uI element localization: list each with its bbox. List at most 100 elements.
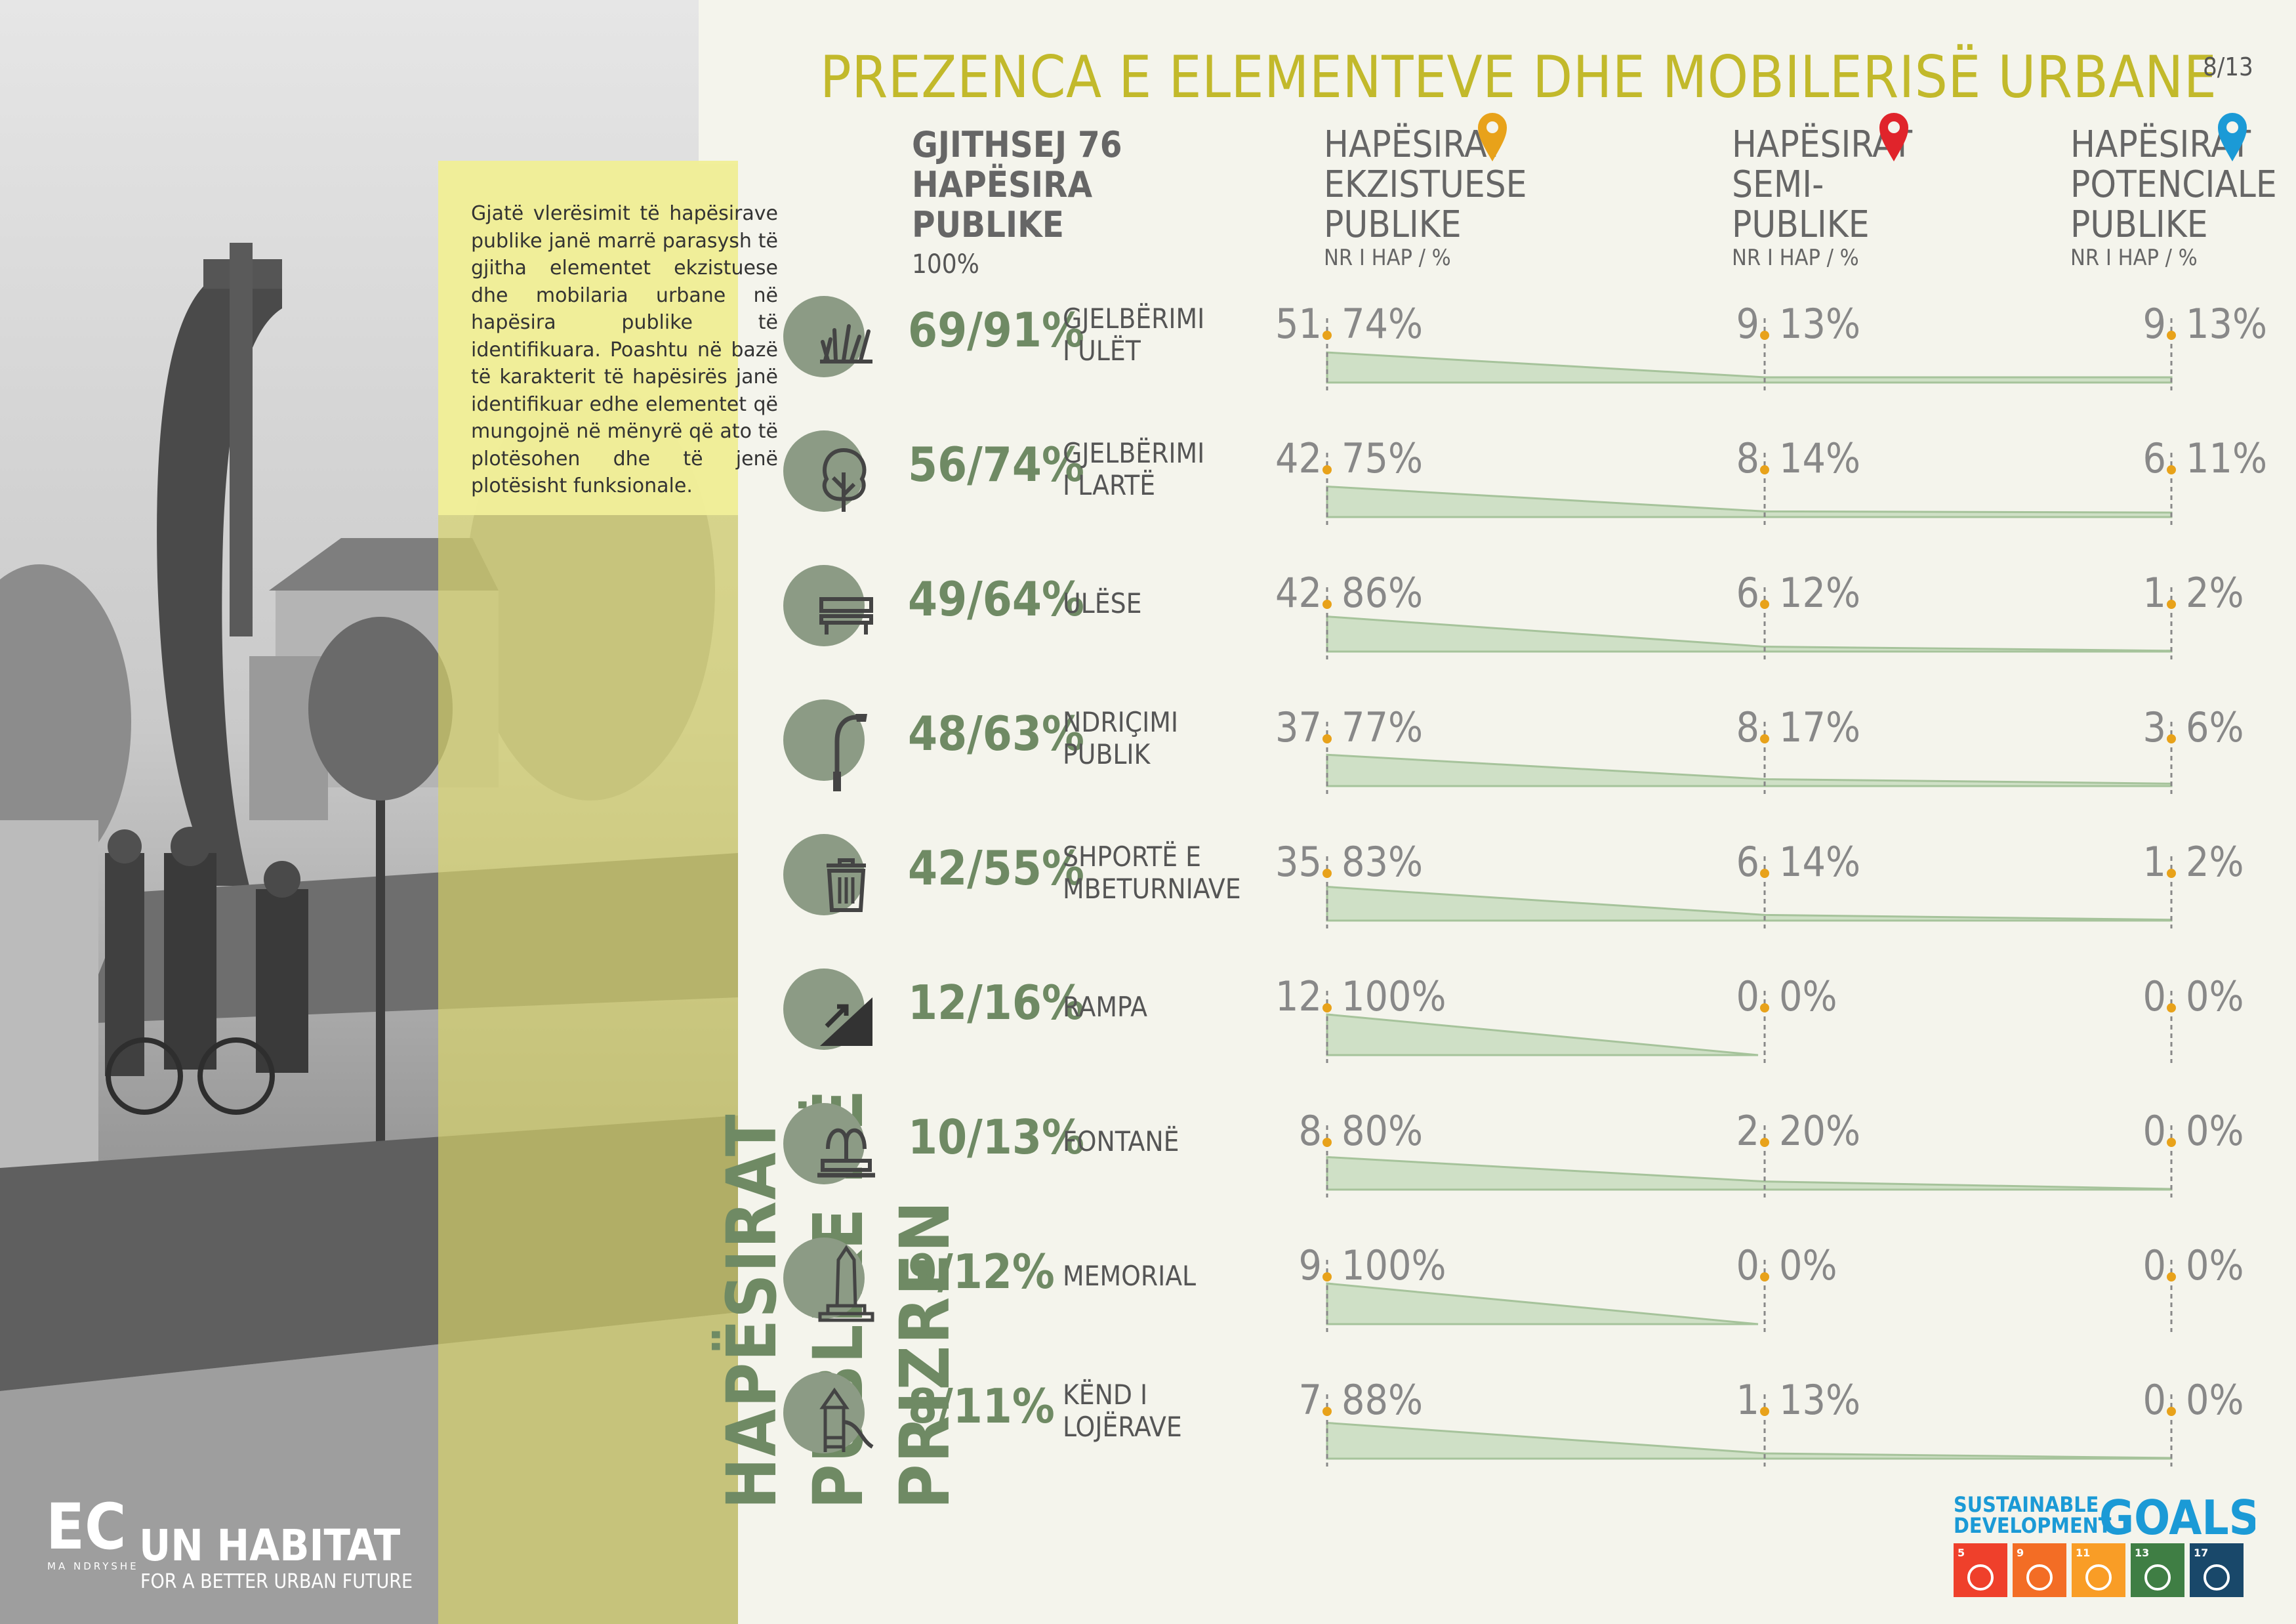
row-total: 48/63% — [908, 706, 1084, 761]
ec-logo: EC — [46, 1490, 126, 1564]
row-label: MEMORIAL — [1063, 1260, 1196, 1292]
value-count: 0 — [2142, 972, 2166, 1020]
sdg-tiles: 5 9 11 13 17 — [1954, 1543, 2244, 1597]
row-label: ULËSE — [1063, 587, 1141, 619]
column-header-line: EKZISTUESE — [1324, 163, 1527, 206]
value-count: 6 — [2142, 434, 2166, 482]
sdg-tile-number: 13 — [2135, 1547, 2149, 1559]
value-count: 6 — [1736, 838, 1759, 886]
value-percent: 0% — [1779, 1241, 1837, 1289]
value-dot — [1760, 331, 1769, 340]
value-dot — [2167, 465, 2176, 474]
grass-icon — [783, 296, 872, 377]
row-label-line: MEMORIAL — [1063, 1260, 1197, 1292]
value-percent: 2% — [2186, 838, 2244, 886]
value-percent: 14% — [1779, 838, 1860, 886]
value-percent: 100% — [1342, 972, 1446, 1020]
row-label: GJELBËRIMI I ULËT — [1063, 302, 1204, 367]
value-count: 9 — [1298, 1241, 1322, 1289]
value-dot — [2167, 1407, 2176, 1416]
row-label-line: ULËSE — [1063, 587, 1142, 619]
row-label-line: I ULËT — [1063, 335, 1141, 367]
row-label-line: SHPORTË E — [1063, 841, 1201, 873]
area-band — [1326, 1156, 2173, 1191]
value-percent: 74% — [1342, 300, 1423, 348]
unhabitat-logo: UN HABITAT — [139, 1520, 401, 1571]
value-dot — [2167, 734, 2176, 743]
tree-icon — [783, 430, 867, 512]
row-total: 10/13% — [908, 1110, 1084, 1165]
value-dot — [1760, 1272, 1769, 1281]
row-total: 9/12% — [908, 1244, 1055, 1299]
value-count: 0 — [2142, 1241, 2166, 1289]
row-label: NDRIÇIMI PUBLIK — [1063, 706, 1178, 770]
value-count: 8 — [1298, 1107, 1322, 1155]
area-band — [1326, 1282, 1759, 1325]
value-percent: 2% — [2186, 569, 2244, 617]
background-photo — [0, 0, 738, 1624]
value-dot — [2167, 1138, 2176, 1147]
value-count: 6 — [1736, 569, 1759, 617]
value-percent: 13% — [2186, 300, 2267, 348]
value-percent: 0% — [2186, 1376, 2244, 1424]
row-label-line: PUBLIK — [1063, 738, 1151, 770]
value-dot — [1760, 600, 1769, 609]
value-percent: 0% — [2186, 972, 2244, 1020]
column-header-line: PUBLIKE — [1732, 203, 1870, 246]
value-count: 9 — [2142, 300, 2166, 348]
value-dot — [1760, 1138, 1769, 1147]
value-dot — [1322, 1138, 1332, 1147]
value-dot — [1322, 734, 1332, 743]
value-count: 1 — [1736, 1376, 1759, 1424]
total-spaces-header: GJITHSEJ 76 HAPËSIRA PUBLIKE 100% — [912, 125, 1122, 285]
value-count: 7 — [1298, 1376, 1322, 1424]
value-dot — [2167, 331, 2176, 340]
page-title: PREZENCA E ELEMENTEVE DHE MOBILERISË URB… — [820, 43, 2217, 111]
value-count: 9 — [1736, 300, 1759, 348]
value-percent: 14% — [1779, 434, 1860, 482]
row-label: FONTANË — [1063, 1125, 1179, 1157]
value-count: 0 — [2142, 1107, 2166, 1155]
partner-logos: EC MA NDRYSHE UN HABITAT FOR A BETTER UR… — [46, 1490, 413, 1593]
area-band — [1326, 485, 2173, 518]
value-percent: 20% — [1779, 1107, 1860, 1155]
value-percent: 13% — [1779, 300, 1860, 348]
row-total: 8/11% — [908, 1379, 1055, 1434]
value-percent: 100% — [1342, 1241, 1446, 1289]
value-dot — [1322, 331, 1332, 340]
value-dot — [2167, 869, 2176, 878]
location-pin-red-icon — [1879, 113, 1908, 161]
column-header-sub: NR I HAP / % — [1732, 245, 1859, 271]
sdg-tile-icon — [2085, 1564, 2112, 1591]
value-percent: 12% — [1779, 569, 1860, 617]
sdg-title-2: DEVELOPMENT — [1954, 1513, 2112, 1538]
row-label-line: MBETURNIAVE — [1063, 873, 1241, 905]
column-header-sub: NR I HAP / % — [1324, 245, 1451, 271]
value-count: 8 — [1736, 434, 1759, 482]
row-label-line: KËND I — [1063, 1379, 1148, 1411]
row-label-line: GJELBËRIMI — [1063, 302, 1205, 335]
value-percent: 0% — [2186, 1107, 2244, 1155]
sdg-tile-number: 11 — [2076, 1547, 2090, 1559]
sdg-tile-number: 9 — [2017, 1547, 2024, 1559]
area-band — [1326, 1013, 1759, 1056]
value-dot — [1760, 465, 1769, 474]
area-band — [1326, 615, 2173, 653]
row-label-line: NDRIÇIMI — [1063, 706, 1179, 738]
intro-paragraph: Gjatë vlerësimit të hapësirave publike j… — [471, 202, 778, 497]
location-pin-blue-icon — [2218, 113, 2247, 161]
value-dot — [1322, 1272, 1332, 1281]
column-header-line: HAPËSIRAT — [1324, 123, 1504, 166]
sdg-tile-icon — [1967, 1564, 1994, 1591]
column-header-line: PUBLIKE — [1324, 203, 1462, 246]
street-lamp-icon — [783, 699, 867, 791]
column-header-potential: HAPËSIRAT POTENCIALE PUBLIKE NR I HAP / … — [2070, 125, 2277, 271]
value-percent: 75% — [1342, 434, 1423, 482]
column-header-sub: NR I HAP / % — [2070, 245, 2198, 271]
value-count: 51 — [1275, 300, 1322, 348]
row-label: SHPORTË E MBETURNIAVE — [1063, 841, 1241, 905]
value-count: 0 — [1736, 1241, 1759, 1289]
value-count: 0 — [1736, 972, 1759, 1020]
total-line-2: HAPËSIRA — [912, 164, 1093, 205]
